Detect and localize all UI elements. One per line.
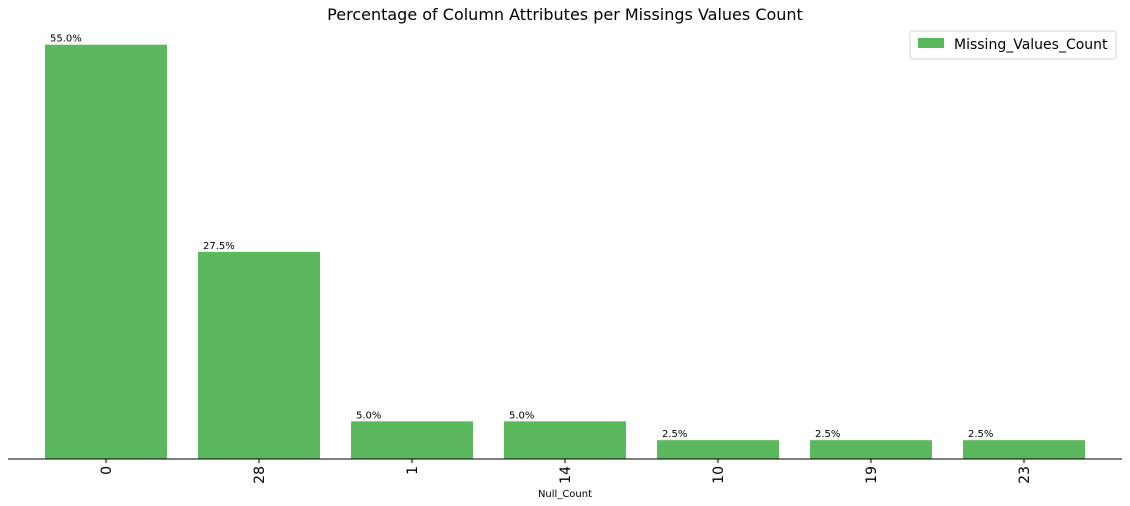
data-label-14: 5.0% — [509, 410, 534, 421]
bar-19 — [810, 440, 932, 459]
legend-frame — [909, 30, 1117, 60]
data-label-0: 55.0% — [50, 34, 82, 45]
legend[interactable]: Missing_Values_Count — [909, 30, 1117, 60]
x-tick-label-1: 1 — [405, 466, 421, 475]
bar-28 — [198, 251, 320, 459]
x-tick-label-19: 19 — [864, 466, 880, 484]
x-tick-label-10: 10 — [711, 466, 727, 484]
chart-title: Percentage of Column Attributes per Miss… — [327, 5, 803, 24]
data-label-1: 5.0% — [356, 410, 381, 421]
data-label-10: 2.5% — [662, 429, 687, 440]
bar-23 — [963, 440, 1085, 459]
bars-group — [45, 44, 1085, 459]
x-tick-label-0: 0 — [99, 466, 115, 475]
legend-swatch — [918, 38, 944, 48]
bar-0 — [45, 44, 167, 459]
data-labels-group: 55.0% 27.5% 5.0% 5.0% 2.5% 2.5% 2.5% — [50, 34, 993, 440]
bar-14 — [504, 421, 626, 459]
x-tick-label-28: 28 — [252, 466, 268, 484]
x-axis-label: Null_Count — [538, 489, 592, 500]
data-label-23: 2.5% — [968, 429, 993, 440]
x-tick-label-23: 23 — [1017, 466, 1033, 484]
x-tick-label-14: 14 — [558, 466, 574, 484]
x-ticks-group: 0 28 1 14 10 19 23 — [99, 459, 1033, 484]
legend-entry-missing-values-count: Missing_Values_Count — [954, 37, 1108, 53]
data-label-28: 27.5% — [203, 241, 235, 252]
data-label-19: 2.5% — [815, 429, 840, 440]
bar-10 — [657, 440, 779, 459]
bar-1 — [351, 421, 473, 459]
